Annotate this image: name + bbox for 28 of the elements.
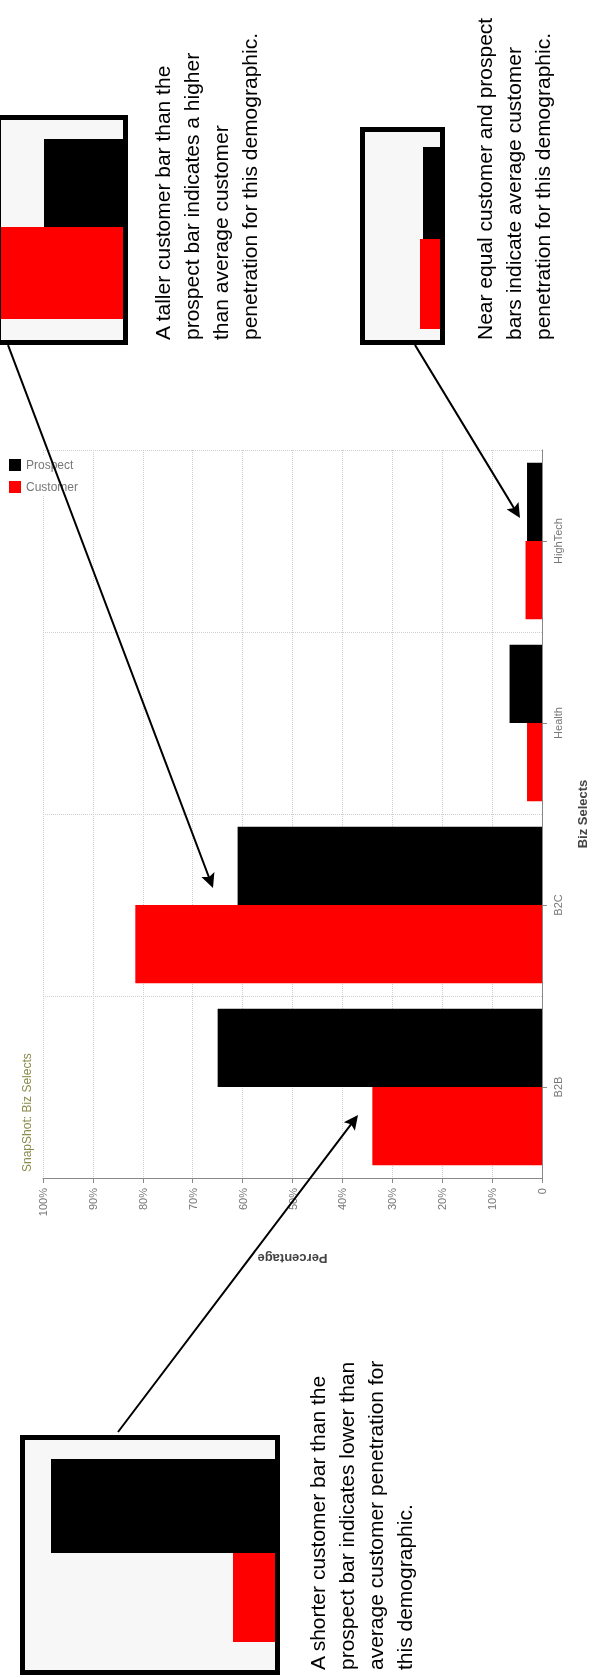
text: A taller customer bar than the prospect bar indicates a higher than average customer penetration for this demographic.: [150, 32, 262, 340]
x-tick-label: 70%: [186, 1187, 199, 1211]
text: SnapShot: Biz Selects: [20, 1053, 34, 1172]
x-tick-label: 100%: [37, 1187, 49, 1217]
y-tick-label: Health: [551, 707, 564, 739]
x-tick-label: 30%: [386, 1187, 399, 1211]
x-tick-label: 60%: [236, 1187, 249, 1211]
x-axis-title: Percentage: [257, 1251, 328, 1266]
bar: [237, 826, 542, 905]
bar: [527, 462, 542, 541]
bar: [509, 644, 542, 723]
y-axis-title: Biz Selects: [575, 779, 590, 849]
y-tick-label: B2B: [551, 1076, 564, 1098]
x-tick-label: 40%: [336, 1187, 349, 1211]
x-tick-label: 90%: [86, 1187, 99, 1211]
x-tick-label: 10%: [486, 1187, 499, 1211]
bar: [372, 1087, 542, 1166]
bar: [217, 1008, 542, 1087]
y-tick-label: HighTech: [551, 518, 564, 564]
x-tick-label: 0: [536, 1188, 548, 1195]
x-tick-label: 80%: [136, 1187, 149, 1211]
x-tick-label: 20%: [436, 1187, 449, 1211]
bar: [135, 905, 542, 984]
text: A shorter customer bar than the prospect bar indicates lower than average customer penetration for this demographic.: [305, 1359, 417, 1670]
bar: [525, 541, 542, 620]
y-tick-label: B2C: [551, 894, 564, 916]
bar: [527, 723, 542, 802]
text: Near equal customer and prospect bars indicate average customer penetration for this demographic.: [472, 16, 555, 340]
